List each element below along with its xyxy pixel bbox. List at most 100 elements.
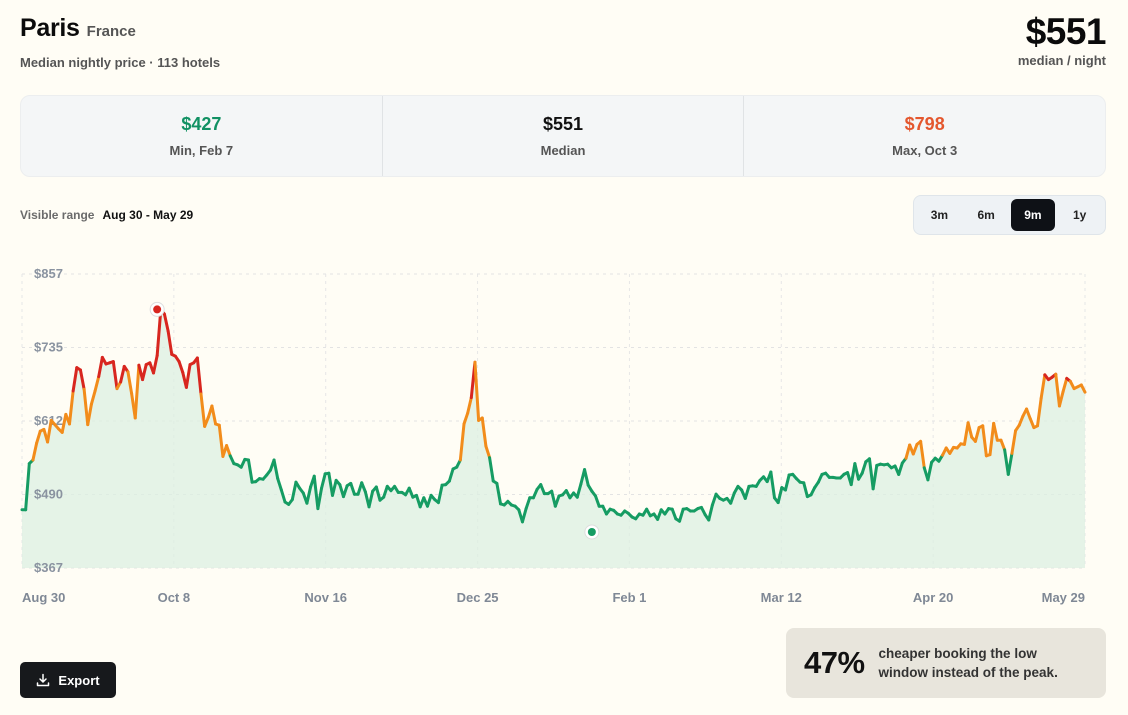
savings-percent: 47% — [804, 645, 865, 680]
line-segment — [67, 389, 75, 426]
line-segment — [783, 473, 791, 492]
line-segment — [466, 396, 473, 415]
x-tick-label: Feb 1 — [612, 590, 646, 605]
tab-1y[interactable]: 1y — [1072, 208, 1087, 222]
line-segment — [1057, 390, 1065, 408]
export-label: Export — [58, 672, 100, 688]
line-segment — [495, 481, 503, 506]
line-segment — [480, 416, 488, 448]
y-tick-label: $367 — [34, 560, 63, 575]
line-segment — [1010, 429, 1018, 455]
line-segment — [133, 363, 141, 420]
line-segment — [1025, 407, 1032, 421]
tab-3m[interactable]: 3m — [930, 208, 949, 222]
line-segment — [531, 487, 539, 500]
savings-text: cheaper booking the low window instead o… — [878, 646, 1058, 680]
price-block: $551 median / night — [1018, 11, 1107, 69]
stat-min-value: $427 — [181, 114, 222, 134]
line-segment — [678, 507, 685, 523]
x-tick-label: Apr 20 — [913, 590, 953, 605]
line-segment — [1061, 376, 1069, 394]
line-segment — [290, 480, 298, 502]
line-segment — [488, 456, 495, 483]
y-tick-label: $612 — [34, 413, 63, 428]
line-segment — [670, 507, 678, 521]
y-tick-label: $490 — [34, 487, 63, 502]
line-segment — [60, 412, 68, 434]
line-segment — [973, 426, 981, 443]
line-segment — [162, 312, 170, 333]
line-segment — [575, 482, 583, 499]
line-segment — [871, 463, 879, 491]
line-segment — [126, 370, 134, 395]
line-segment — [46, 418, 53, 444]
line-segment — [367, 489, 375, 509]
visible-range: Visible range Aug 30 - May 29 — [20, 208, 193, 222]
line-segment — [155, 307, 163, 358]
line-segment — [360, 481, 367, 494]
city-name: Paris — [20, 14, 80, 42]
line-segment — [382, 484, 389, 499]
line-segment — [553, 494, 561, 508]
line-segment — [594, 494, 601, 508]
line-segment — [184, 363, 192, 389]
line-segment — [1039, 373, 1047, 400]
stat-min: $427 Min, Feb 7 — [21, 96, 382, 176]
country-name: France — [86, 23, 136, 40]
line-segment — [776, 486, 784, 505]
line-segment — [312, 474, 320, 511]
line-segment — [272, 458, 280, 481]
line-segment — [349, 481, 356, 496]
line-segment — [111, 360, 119, 391]
line-segment — [447, 467, 455, 483]
line-segment — [707, 503, 714, 522]
line-segment — [992, 421, 999, 442]
line-segment — [473, 360, 481, 422]
line-segment — [802, 481, 809, 499]
stats-panel: $427 Min, Feb 7 $551 Median $798 Max, Oc… — [20, 95, 1106, 177]
line-segment — [35, 429, 42, 445]
export-button[interactable]: Export — [20, 662, 116, 698]
x-tick-label: May 29 — [1042, 590, 1085, 605]
x-tick-label: Mar 12 — [761, 590, 802, 605]
line-segment — [743, 484, 751, 500]
max-marker — [153, 305, 162, 314]
line-segment — [710, 492, 718, 507]
line-segment — [78, 368, 86, 391]
line-segment — [656, 508, 663, 521]
line-segment — [31, 441, 39, 462]
line-segment — [769, 470, 776, 500]
line-segment — [425, 493, 433, 508]
line-segment — [911, 442, 919, 456]
stat-max-value: $798 — [904, 114, 945, 134]
line-segment — [217, 423, 225, 458]
y-tick-label: $735 — [34, 340, 63, 355]
line-segment — [203, 415, 210, 428]
line-segment — [71, 366, 79, 393]
line-segment — [966, 421, 974, 439]
line-segment — [93, 375, 101, 393]
line-segment — [897, 461, 904, 476]
download-icon — [37, 673, 50, 687]
stat-median-value: $551 — [542, 114, 584, 134]
line-segment — [981, 424, 988, 458]
line-segment — [199, 392, 207, 428]
tab-6m[interactable]: 6m — [977, 208, 995, 222]
line-segment — [166, 329, 174, 356]
stat-max: $798 Max, Oct 3 — [743, 96, 1105, 176]
line-segment — [1079, 383, 1087, 394]
stat-max-label: Max, Oct 3 — [892, 143, 958, 158]
tab-9m[interactable]: 9m — [1010, 199, 1056, 231]
line-segment — [462, 411, 470, 426]
line-segment — [539, 483, 546, 496]
price-area — [22, 309, 1085, 568]
median-price: $551 — [1025, 11, 1107, 52]
x-tick-label: Nov 16 — [304, 590, 347, 605]
savings-card: 47% cheaper booking the low window inste… — [786, 628, 1106, 698]
line-segment — [988, 421, 996, 457]
line-segment — [305, 485, 313, 505]
line-segment — [177, 360, 185, 374]
line-segment — [195, 356, 203, 396]
title-line: Paris France — [20, 14, 220, 43]
line-segment — [458, 422, 466, 462]
